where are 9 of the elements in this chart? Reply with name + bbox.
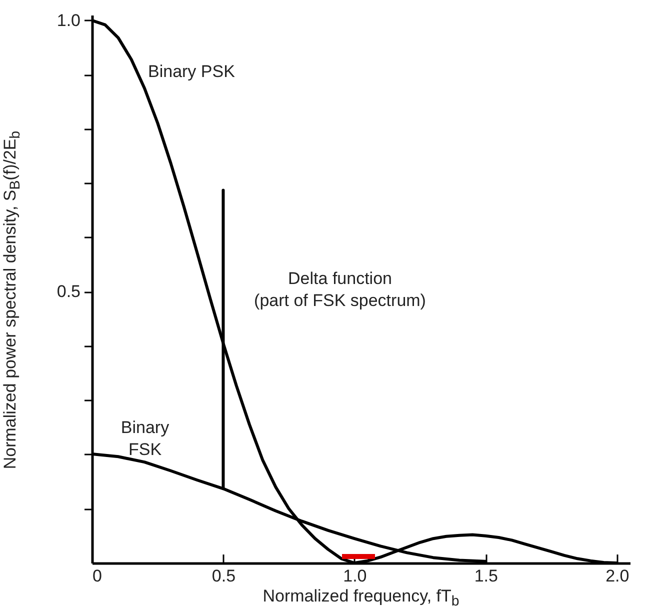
annotation: Binary FSK — [120, 418, 170, 459]
annotation: Delta function (part of FSK spectrum) — [254, 269, 426, 310]
x-tick-label: 2.0 — [606, 566, 630, 586]
x-tick-label: 1.5 — [474, 566, 498, 586]
annotation: Binary PSK — [148, 62, 236, 81]
x-tick-label: 1.0 — [343, 566, 367, 586]
x-tick-label: 0 — [92, 566, 102, 586]
x-tick-label: 0.5 — [212, 566, 236, 586]
x-axis-title: Normalized frequency, fT$_{b}$ — [262, 586, 460, 610]
